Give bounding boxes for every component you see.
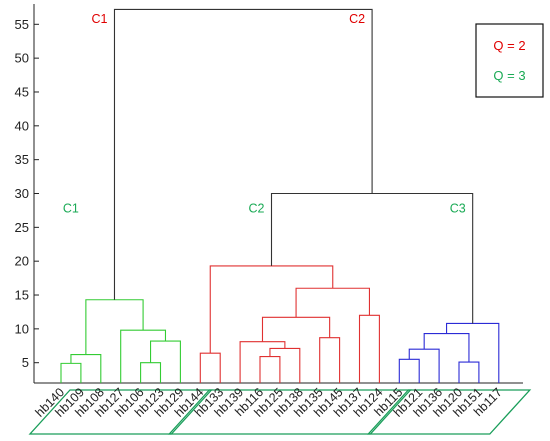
legend-item: Q = 2 — [493, 38, 525, 53]
dendrogram-link — [270, 192, 474, 324]
y-tick-label: 15 — [15, 288, 29, 303]
dendrogram-link — [209, 265, 334, 354]
dendrogram-link — [261, 316, 331, 342]
leaf-labels: hb140hb109hb108hb127hb106hb123hb129hb144… — [28, 385, 532, 435]
dendrogram-link — [358, 314, 380, 383]
dendrogram-link — [446, 322, 500, 383]
dendrogram-link — [458, 361, 480, 383]
cluster-label: C2 — [249, 201, 265, 215]
dendrogram-link — [239, 341, 286, 383]
legend-item: Q = 3 — [493, 68, 525, 83]
cluster-label: C1 — [91, 12, 107, 26]
y-tick-label: 10 — [15, 321, 29, 336]
dendrogram-link — [398, 358, 420, 383]
leaf-group-outline — [366, 389, 532, 435]
dendrogram-link — [408, 348, 440, 383]
y-tick-label: 20 — [15, 254, 29, 269]
y-tick-label: 50 — [15, 51, 29, 66]
dendrogram-link — [259, 356, 281, 383]
dendrogram-link — [113, 8, 373, 300]
dendrogram-link — [120, 329, 167, 383]
dendrogram-link — [85, 299, 144, 355]
y-tick-label: 55 — [15, 17, 29, 32]
dendrogram-link — [60, 362, 82, 383]
y-tick-label: 35 — [15, 152, 29, 167]
dendrogram-link — [269, 347, 301, 383]
y-axis: 5 10 15 20 25 30 35 40 45 50 55 — [15, 4, 523, 384]
legend-box — [475, 23, 544, 98]
dendrogram-link — [150, 340, 181, 383]
y-tick-label: 25 — [15, 220, 29, 235]
dendrogram-link — [140, 362, 162, 383]
legend: Q = 2 Q = 3 — [475, 23, 544, 98]
y-tick-label: 5 — [22, 355, 29, 370]
cluster-labels: C1 C2 C1 C2 C3 — [63, 12, 466, 215]
cluster-label: C3 — [450, 201, 466, 215]
y-tick-label: 40 — [15, 118, 29, 133]
dendrogram-link — [70, 354, 102, 383]
dendrogram-links — [60, 8, 500, 383]
y-tick-label: 30 — [15, 186, 29, 201]
dendrogram-link — [319, 337, 341, 383]
dendrogram-link — [423, 333, 470, 363]
y-tick-label: 45 — [15, 84, 29, 99]
dendrogram-link — [199, 352, 221, 383]
dendrogram-link — [295, 287, 370, 318]
cluster-label: C2 — [349, 12, 365, 26]
cluster-label: C1 — [63, 201, 79, 215]
